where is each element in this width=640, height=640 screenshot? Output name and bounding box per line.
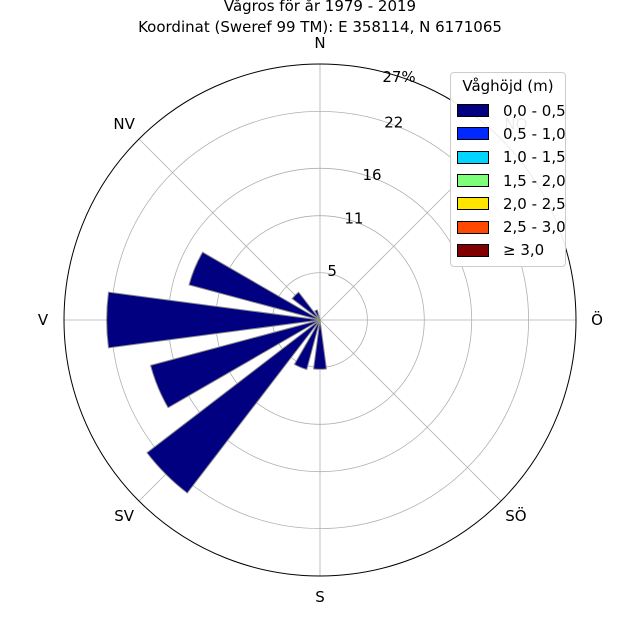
legend-swatch-2 (457, 150, 489, 164)
sector-bar-0-5 (188, 251, 321, 321)
legend-item-5: 2,5 - 3,0 (457, 215, 566, 238)
legend-item-6: ≥ 3,0 (457, 239, 559, 262)
legend: Våghöjd (m) 0,0 - 0,5 0,5 - 1,0 1,0 - 1,5 1… (450, 72, 566, 268)
legend-swatch-3 (457, 174, 489, 188)
legend-label-0: 0,0 - 0,5 (503, 101, 566, 120)
legend-item-2: 1,0 - 1,5 (457, 146, 566, 169)
sector-bar-0-6 (291, 291, 321, 321)
sector-bar-0-3 (149, 319, 321, 409)
direction-label-5: SÖ (505, 506, 526, 525)
legend-swatch-4 (457, 197, 489, 211)
chart-subtitle: Koordinat (Sweref 99 TM): E 358114, N 61… (138, 18, 502, 36)
legend-label-4: 2,0 - 2,5 (503, 194, 566, 213)
legend-label-1: 0,5 - 1,0 (503, 124, 566, 143)
legend-title: Våghöjd (m) (462, 77, 554, 95)
sector-bar-0-2 (146, 319, 321, 494)
direction-label-1: NV (113, 115, 135, 133)
grid-spoke-7 (138, 138, 321, 321)
direction-label-4: S (315, 588, 325, 606)
legend-item-0: 0,0 - 0,5 (457, 99, 566, 122)
legend-label-5: 2,5 - 3,0 (503, 218, 566, 237)
direction-label-2: V (38, 311, 49, 329)
legend-item-1: 0,5 - 1,0 (457, 122, 566, 145)
radial-tick-label-3: 22 (384, 113, 403, 131)
direction-label-0: N (314, 34, 325, 52)
direction-label-6: Ö (591, 310, 603, 329)
sector-bar-0-0 (313, 319, 327, 370)
legend-item-4: 2,0 - 2,5 (457, 192, 566, 215)
sector-bars (106, 251, 327, 494)
chart-title: Vågros för år 1979 - 2019 (223, 0, 417, 15)
radial-tick-label-2: 16 (363, 166, 382, 184)
grid-spoke-3 (319, 319, 502, 502)
sector-bar-0-7 (314, 309, 321, 321)
sector-bar-0-4 (106, 291, 321, 349)
outer-ring (63, 63, 577, 577)
direction-label-3: SV (114, 507, 135, 525)
legend-swatch-5 (457, 220, 489, 234)
radial-tick-label-0: 5 (327, 262, 337, 280)
radial-max-label: 27% (382, 68, 415, 86)
radial-tick-label-1: 11 (344, 210, 363, 228)
legend-item-3: 1,5 - 2,0 (457, 169, 566, 192)
legend-label-6: ≥ 3,0 (503, 241, 545, 260)
legend-swatch-0 (457, 104, 489, 118)
legend-label-3: 1,5 - 2,0 (503, 171, 566, 190)
legend-swatch-6 (457, 243, 489, 257)
legend-label-2: 1,0 - 1,5 (503, 148, 566, 167)
sector-bar-0-1 (293, 319, 321, 371)
legend-items: 0,0 - 0,5 0,5 - 1,0 1,0 - 1,5 1,5 - 2,0 2,0 … (457, 99, 566, 262)
legend-swatch-1 (457, 127, 489, 141)
